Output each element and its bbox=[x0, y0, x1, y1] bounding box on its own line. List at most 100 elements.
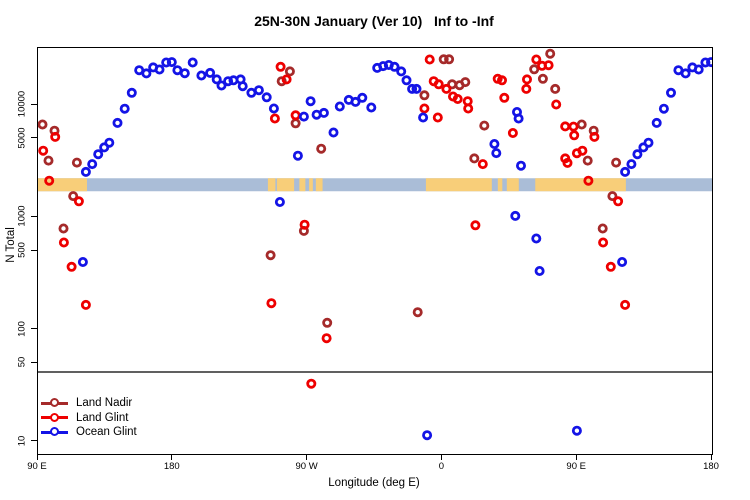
data-point-ocean-glint bbox=[205, 67, 216, 78]
data-point-ocean-glint bbox=[401, 75, 412, 86]
x-tick bbox=[171, 454, 173, 460]
data-point-ocean-glint bbox=[223, 76, 234, 87]
data-point-land-glint bbox=[269, 113, 280, 124]
data-point-land-nadir bbox=[419, 90, 430, 101]
y-tick bbox=[31, 215, 37, 217]
y-tick bbox=[31, 361, 37, 363]
legend-label: Land Nadir bbox=[76, 397, 133, 410]
data-point-ocean-glint bbox=[253, 85, 264, 96]
data-point-ocean-glint bbox=[407, 83, 418, 94]
x-tick-label: 90 W bbox=[295, 461, 318, 472]
x-tick-label: 90 E bbox=[27, 461, 47, 472]
map-band-land-segment bbox=[497, 178, 503, 192]
data-point-land-glint bbox=[432, 112, 443, 123]
data-point-land-glint bbox=[562, 157, 573, 168]
data-point-ocean-glint bbox=[422, 430, 433, 441]
data-point-ocean-glint bbox=[237, 81, 248, 92]
map-band-land-segment bbox=[425, 178, 492, 192]
data-point-ocean-glint bbox=[680, 68, 691, 79]
legend-marker-icon bbox=[41, 412, 68, 424]
y-axis-label: N Total bbox=[5, 227, 17, 263]
y-tick-label: 10 bbox=[16, 435, 28, 447]
data-point-land-nadir bbox=[444, 54, 455, 65]
data-point-ocean-glint bbox=[187, 57, 198, 68]
x-tick bbox=[710, 454, 712, 460]
data-point-ocean-glint bbox=[515, 160, 526, 171]
data-point-ocean-glint bbox=[571, 425, 582, 436]
data-point-ocean-glint bbox=[166, 57, 177, 68]
data-point-ocean-glint bbox=[510, 210, 521, 221]
data-point-ocean-glint bbox=[491, 148, 502, 159]
data-point-ocean-glint bbox=[632, 149, 643, 160]
data-point-land-nadir bbox=[265, 250, 276, 261]
data-point-ocean-glint bbox=[531, 233, 542, 244]
data-point-land-nadir bbox=[576, 119, 587, 130]
data-point-land-glint bbox=[620, 299, 631, 310]
x-tick bbox=[575, 454, 577, 460]
data-point-land-nadir bbox=[611, 157, 622, 168]
data-point-land-glint bbox=[507, 128, 518, 139]
data-point-land-nadir bbox=[469, 153, 480, 164]
y-tick bbox=[31, 103, 37, 105]
x-tick-label: 180 bbox=[703, 461, 719, 472]
data-point-ocean-glint bbox=[643, 137, 654, 148]
map-band-land-segment bbox=[309, 178, 313, 192]
y-tick-label: 50 bbox=[16, 357, 28, 368]
data-point-ocean-glint bbox=[161, 57, 172, 68]
x-tick-label: 0 bbox=[438, 461, 445, 472]
data-point-land-glint bbox=[58, 237, 69, 248]
data-point-land-glint bbox=[424, 54, 435, 65]
data-point-ocean-glint bbox=[77, 256, 88, 267]
data-point-land-nadir bbox=[460, 77, 471, 88]
data-point-ocean-glint bbox=[620, 166, 631, 177]
data-point-land-glint bbox=[441, 83, 452, 94]
legend-row-land-nadir: Land Nadir bbox=[41, 397, 137, 410]
data-point-ocean-glint bbox=[328, 127, 339, 138]
data-point-ocean-glint bbox=[651, 117, 662, 128]
data-point-ocean-glint bbox=[87, 159, 98, 170]
y-tick-label: 1000 bbox=[16, 205, 28, 227]
data-point-ocean-glint bbox=[366, 102, 377, 113]
map-band-land-segment bbox=[506, 178, 519, 192]
data-point-land-glint bbox=[281, 74, 292, 85]
data-point-ocean-glint bbox=[292, 150, 303, 161]
data-point-land-glint bbox=[38, 145, 49, 156]
data-point-land-nadir bbox=[38, 119, 48, 130]
y-tick bbox=[31, 440, 37, 442]
data-point-ocean-glint bbox=[350, 96, 361, 107]
data-point-land-glint bbox=[577, 145, 588, 156]
data-point-land-glint bbox=[613, 196, 624, 207]
data-point-land-glint bbox=[452, 94, 463, 105]
data-point-land-glint bbox=[583, 175, 594, 186]
data-point-land-glint bbox=[605, 261, 616, 272]
x-axis-label: Longitude (deg E) bbox=[328, 477, 420, 489]
data-point-land-glint bbox=[80, 299, 91, 310]
data-point-land-glint bbox=[419, 103, 430, 114]
scatter-plot-canvas bbox=[38, 48, 712, 441]
data-point-ocean-glint bbox=[617, 256, 628, 267]
data-point-ocean-glint bbox=[334, 101, 345, 112]
legend-ring-icon bbox=[49, 427, 59, 437]
data-point-land-nadir bbox=[316, 143, 327, 154]
data-point-land-glint bbox=[73, 196, 84, 207]
data-point-land-nadir bbox=[479, 120, 490, 131]
data-point-land-glint bbox=[598, 237, 609, 248]
data-point-land-nadir bbox=[412, 307, 423, 318]
data-point-land-glint bbox=[551, 99, 562, 110]
data-point-land-glint bbox=[531, 54, 542, 65]
data-point-land-glint bbox=[477, 159, 488, 170]
chart-title: 25N-30N January (Ver 10) Inf to -Inf bbox=[254, 13, 494, 29]
map-band-land-segment bbox=[299, 178, 306, 192]
data-point-ocean-glint bbox=[693, 64, 704, 75]
data-point-ocean-glint bbox=[534, 265, 545, 276]
data-point-land-glint bbox=[568, 121, 579, 132]
data-point-land-glint bbox=[521, 83, 532, 94]
data-point-land-glint bbox=[290, 110, 301, 121]
data-point-ocean-glint bbox=[154, 64, 165, 75]
data-point-land-glint bbox=[306, 378, 317, 389]
data-point-land-glint bbox=[496, 75, 507, 86]
data-point-land-glint bbox=[560, 121, 571, 132]
data-point-ocean-glint bbox=[396, 66, 407, 77]
data-point-ocean-glint bbox=[211, 74, 222, 85]
data-point-land-nadir bbox=[322, 317, 333, 328]
